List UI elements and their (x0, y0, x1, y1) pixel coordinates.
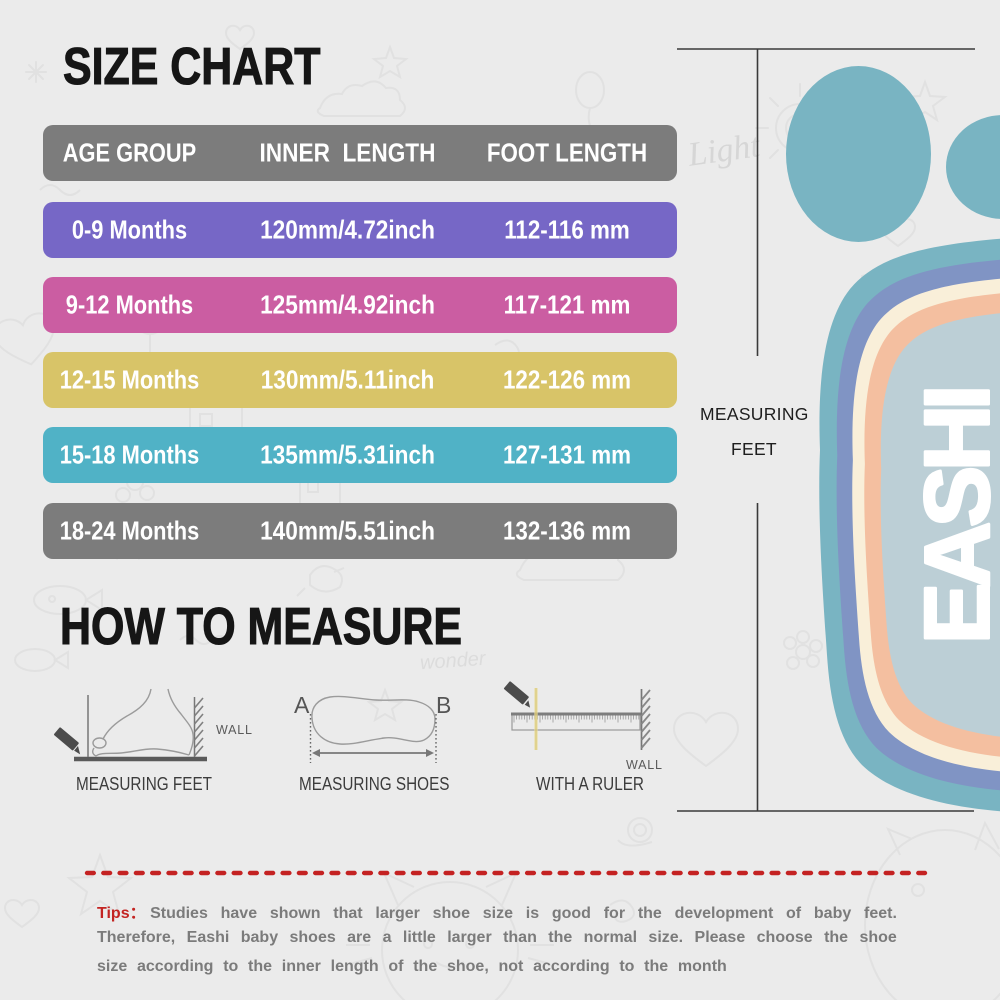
svg-text:EASHI: EASHI (907, 390, 1000, 644)
